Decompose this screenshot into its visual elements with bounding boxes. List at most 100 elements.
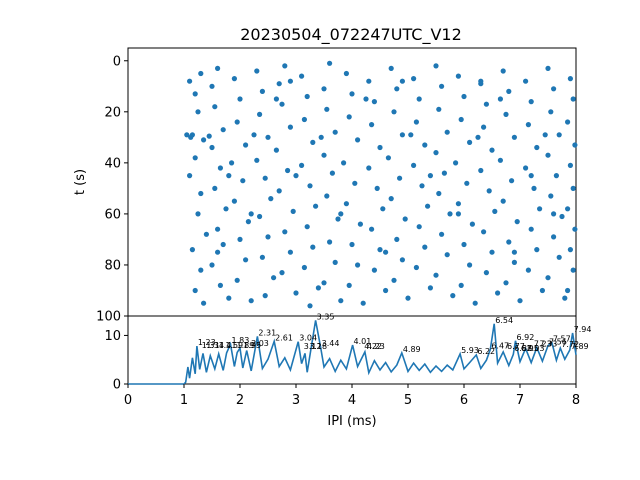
hist-y-tick-label: 10 xyxy=(104,329,121,344)
peak-label: 4.22 xyxy=(364,342,382,351)
raster-point xyxy=(450,293,456,299)
raster-point xyxy=(313,203,319,209)
raster-point xyxy=(282,229,288,235)
raster-point xyxy=(453,160,459,166)
peak-label: 1.83 xyxy=(231,336,249,345)
raster-point xyxy=(539,287,546,294)
peak-label: 6.47 xyxy=(491,342,509,351)
raster-point xyxy=(455,73,461,79)
raster-point xyxy=(394,86,400,92)
chart-title: 20230504_072247UTC_V12 xyxy=(240,25,462,45)
raster-point xyxy=(198,267,204,273)
raster-point xyxy=(399,78,405,84)
raster-point xyxy=(523,165,529,171)
raster-point xyxy=(321,280,327,286)
raster-point xyxy=(371,99,377,105)
raster-point xyxy=(467,262,473,268)
y-tick-label: 40 xyxy=(104,156,121,171)
raster-point xyxy=(299,162,305,168)
raster-point xyxy=(461,93,467,100)
raster-point xyxy=(355,137,361,143)
raster-point xyxy=(486,188,492,194)
raster-point xyxy=(374,185,380,191)
raster-point xyxy=(220,127,226,133)
raster-point xyxy=(273,96,279,102)
raster-point xyxy=(332,129,338,135)
raster-point xyxy=(402,216,408,222)
raster-point xyxy=(335,216,341,222)
raster-point xyxy=(385,155,391,161)
raster-point xyxy=(290,208,296,214)
raster-point xyxy=(455,211,461,217)
y-tick-label: 60 xyxy=(104,207,121,222)
raster-point xyxy=(551,86,557,92)
raster-point xyxy=(570,96,576,102)
raster-point xyxy=(254,68,260,74)
raster-point xyxy=(369,122,375,128)
peak-label: 3.18 xyxy=(309,342,327,351)
raster-point xyxy=(234,277,240,283)
raster-point xyxy=(215,65,221,71)
raster-point xyxy=(559,213,565,220)
raster-point xyxy=(215,249,221,255)
raster-point xyxy=(377,144,383,151)
raster-point xyxy=(416,224,422,230)
raster-point xyxy=(229,160,235,166)
raster-point xyxy=(509,178,515,184)
raster-point xyxy=(472,300,478,306)
raster-point xyxy=(209,262,215,268)
raster-point xyxy=(562,295,568,301)
histogram-line xyxy=(128,320,577,385)
raster-point xyxy=(310,244,316,250)
raster-point xyxy=(184,132,190,138)
raster-point xyxy=(525,122,532,128)
raster-point xyxy=(366,165,372,171)
raster-point xyxy=(388,196,394,202)
raster-point xyxy=(455,201,461,207)
raster-point xyxy=(220,241,226,248)
raster-point xyxy=(439,231,445,237)
raster-point xyxy=(383,249,389,255)
raster-point xyxy=(299,73,305,79)
y-tick-label: 80 xyxy=(104,258,121,273)
histogram-axes: 1.231.311.341.411.591.831.891.952.03 2.31… xyxy=(104,312,591,429)
raster-point xyxy=(329,170,335,176)
raster-point xyxy=(318,134,324,140)
peak-label: 2.61 xyxy=(275,333,293,342)
raster-point xyxy=(388,65,394,71)
raster-point xyxy=(301,116,307,123)
x-tick-label: 8 xyxy=(572,393,580,408)
raster-point xyxy=(514,219,520,225)
raster-point xyxy=(346,114,352,120)
x-tick-label: 7 xyxy=(516,393,524,408)
peak-label: 5.93 xyxy=(461,346,479,355)
raster-point xyxy=(209,83,215,89)
x-tick-label: 5 xyxy=(404,393,412,408)
raster-point xyxy=(497,157,503,163)
raster-point xyxy=(537,206,543,212)
raster-point xyxy=(248,211,254,217)
raster-point xyxy=(483,270,489,276)
raster-point xyxy=(285,167,291,174)
raster-point xyxy=(332,259,338,265)
raster-point xyxy=(293,173,299,179)
raster-point xyxy=(201,300,207,306)
raster-point xyxy=(572,226,578,232)
peak-label: 7.23 xyxy=(534,340,552,349)
raster-point xyxy=(259,88,265,94)
raster-point xyxy=(545,65,551,71)
raster-point xyxy=(433,272,439,278)
raster-point xyxy=(422,142,428,148)
raster-point xyxy=(188,134,194,140)
raster-point xyxy=(469,221,475,227)
raster-point xyxy=(391,109,397,115)
raster-point xyxy=(511,249,517,255)
raster-point xyxy=(565,206,571,212)
raster-point xyxy=(226,295,232,301)
raster-point xyxy=(467,139,473,145)
raster-point xyxy=(511,134,517,140)
raster-point xyxy=(243,142,249,148)
raster-point xyxy=(545,152,551,158)
raster-point xyxy=(523,78,529,84)
raster-point xyxy=(548,193,554,199)
